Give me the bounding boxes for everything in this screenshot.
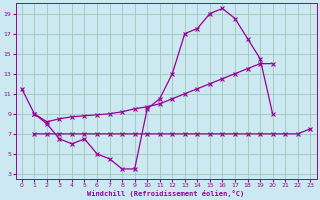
X-axis label: Windchill (Refroidissement éolien,°C): Windchill (Refroidissement éolien,°C) (87, 190, 245, 197)
